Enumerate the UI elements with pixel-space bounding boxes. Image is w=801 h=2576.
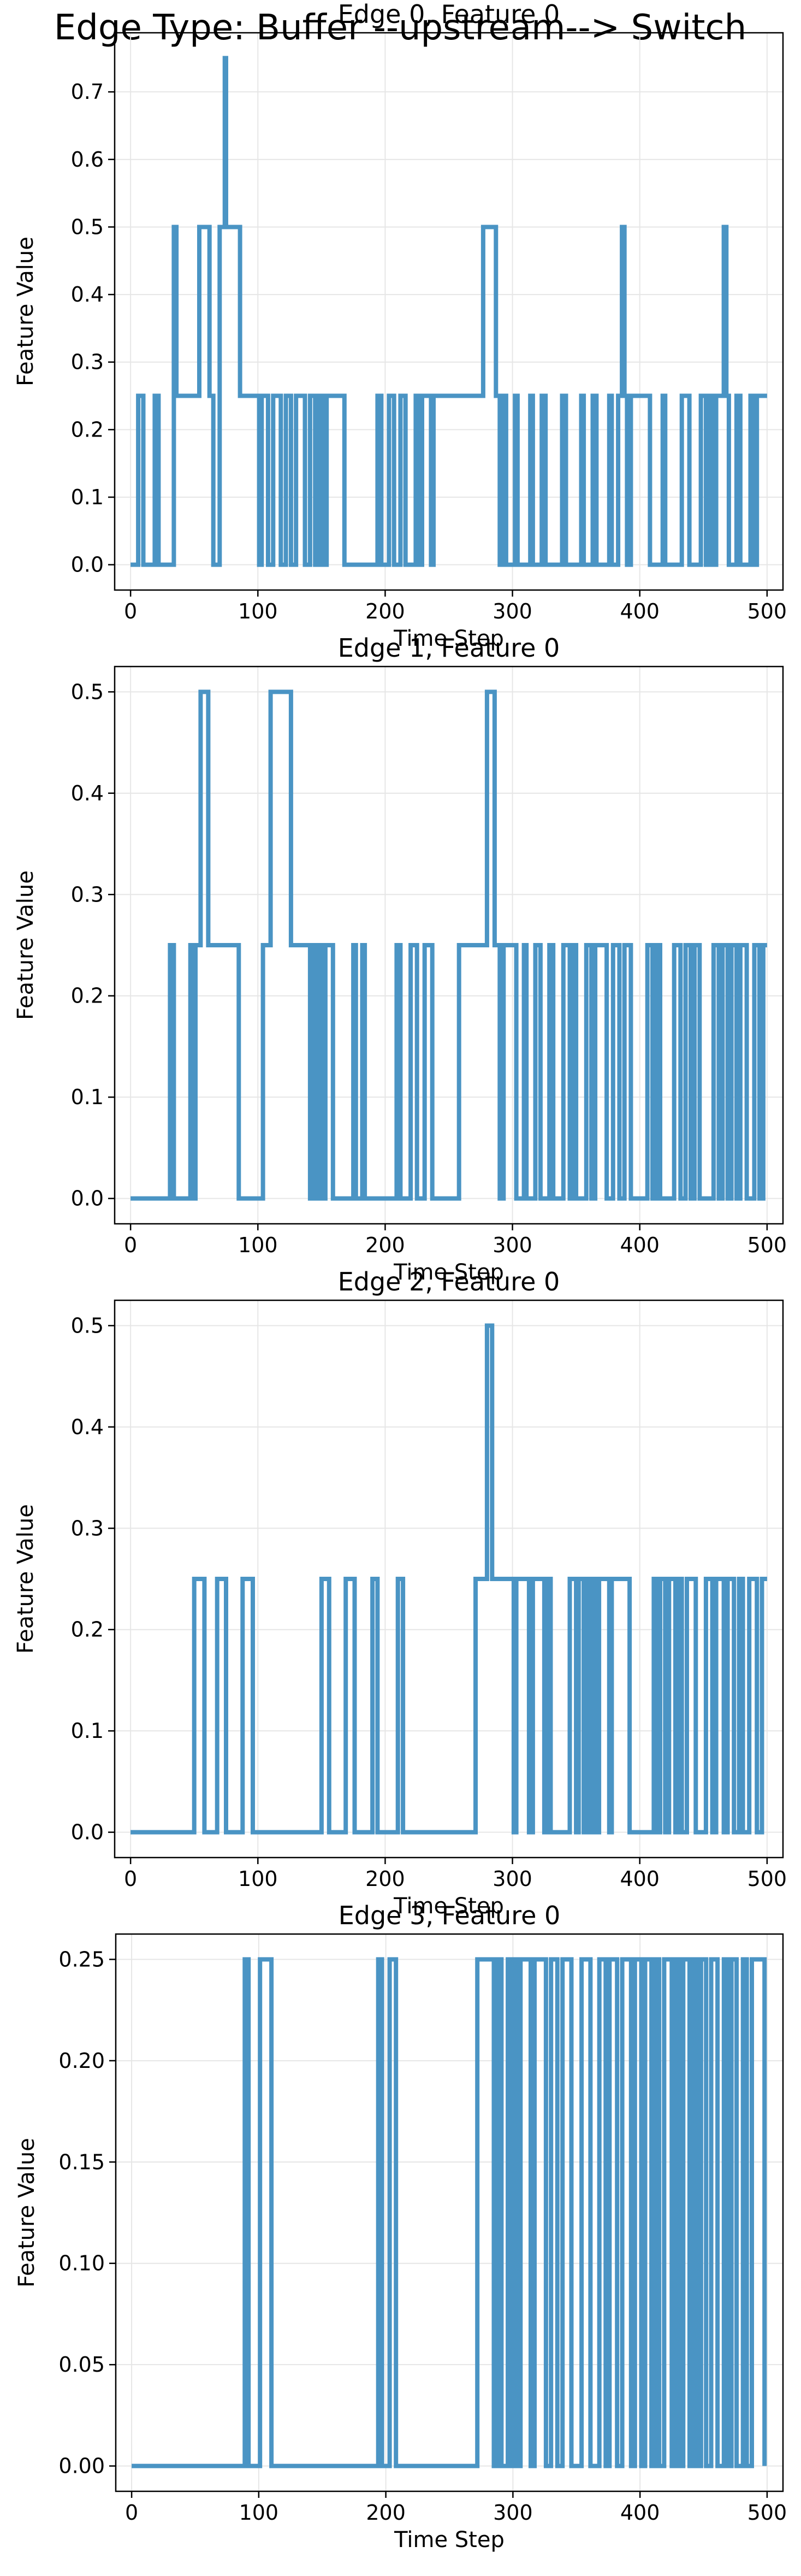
series-line [130,56,767,567]
y-tick-label: 0.1 [71,1085,104,1109]
x-tick-label: 0 [125,2501,138,2525]
plot-frame [114,1299,784,1859]
subplot-title: Edge 3, Feature 0 [339,1901,561,1930]
y-tick-label: 0.6 [71,148,104,172]
x-tick-label: 500 [747,1233,787,1257]
plot-frame [115,1933,784,2492]
y-axis-label: Feature Value [13,870,38,1020]
figure-suptitle: Edge Type: Buffer --upstream--> Switch [54,8,746,48]
x-tick-label: 200 [365,599,405,623]
x-tick-label: 100 [238,599,278,623]
x-axis-label: Time Step [394,2527,505,2553]
x-tick-label: 400 [620,1233,660,1257]
y-tick-label: 0.0 [71,1187,104,1211]
y-tick-label: 0.3 [71,1516,104,1540]
x-tick-label: 300 [493,1233,532,1257]
y-tick-label: 0.5 [71,1313,104,1337]
y-axis-label: Feature Value [13,237,38,386]
plot-frame [114,665,784,1225]
y-tick-label: 0.25 [58,1947,105,1971]
subplot-0: Edge 0, Feature 0 0 100 200 300 400 500 0.0 0.1 0… [13,0,787,651]
series-line [130,1323,767,1835]
y-tick-label: 0.4 [71,1415,104,1439]
y-tick-label: 0.2 [71,1618,104,1642]
x-tick-label: 100 [238,1233,278,1257]
x-tick-label: 400 [620,1867,660,1891]
x-axis-label: Time Step [393,1894,504,1919]
y-tick-label: 0.15 [58,2150,105,2174]
y-tick-label: 0.4 [71,781,104,805]
y-tick-label: 0.00 [58,2454,105,2478]
y-tick-label: 0.4 [71,282,104,306]
x-tick-label: 0 [124,599,137,623]
y-tick-label: 0.3 [71,882,104,906]
series-line [130,689,767,1201]
x-tick-label: 100 [239,2501,279,2525]
x-tick-label: 500 [747,599,787,623]
y-tick-label: 0.2 [71,984,104,1008]
x-tick-label: 400 [620,599,660,623]
plot-frame [114,32,784,591]
subplot-2: Edge 2, Feature 0 0 100 200 300 400 500 0.0 0.1 0… [13,1267,787,1919]
x-tick-label: 0 [124,1867,137,1891]
y-tick-label: 0.7 [71,80,104,104]
subplots: Edge 0, Feature 00 100 200 300 400 5000.00.10… [13,0,787,2553]
x-tick-label: 200 [365,1233,405,1257]
y-tick-label: 0.2 [71,417,104,441]
x-tick-label: 100 [238,1867,278,1891]
x-tick-label: 300 [493,599,532,623]
x-tick-label: 500 [747,1867,787,1891]
subplot-1: Edge 1, Feature 0 0 100 200 300 400 500 0.0 0.1 0… [13,633,787,1285]
x-tick-label: 0 [124,1233,137,1257]
y-tick-label: 0.10 [58,2251,105,2276]
y-tick-label: 0.3 [71,350,104,374]
y-tick-label: 0.1 [71,485,104,509]
x-tick-label: 200 [365,1867,405,1891]
x-tick-label: 300 [493,2501,533,2525]
subplot-title: Edge 2, Feature 0 [338,1267,560,1296]
y-tick-label: 0.5 [71,680,104,704]
x-tick-label: 500 [747,2501,787,2525]
y-tick-label: 0.5 [71,215,104,239]
y-tick-label: 0.0 [71,1820,104,1844]
y-tick-label: 0.1 [71,1719,104,1743]
x-axis-label: Time Step [393,1260,504,1285]
y-axis-label: Feature Value [14,2138,39,2288]
y-tick-label: 0.05 [58,2353,105,2377]
x-tick-label: 300 [493,1867,532,1891]
y-tick-label: 0.0 [71,553,104,577]
subplot-title: Edge 0, Feature 0 [338,0,560,29]
subplot-3: Edge 3, Feature 0 0 100 200 300 400 500 0.00 0.0… [14,1901,787,2553]
subplot-title: Edge 1, Feature 0 [338,633,560,663]
x-tick-label: 200 [366,2501,406,2525]
series-line [132,1957,767,2468]
x-axis-label: Time Step [393,626,504,651]
y-tick-label: 0.20 [58,2049,105,2073]
y-axis-label: Feature Value [13,1504,38,1654]
x-tick-label: 400 [620,2501,660,2525]
